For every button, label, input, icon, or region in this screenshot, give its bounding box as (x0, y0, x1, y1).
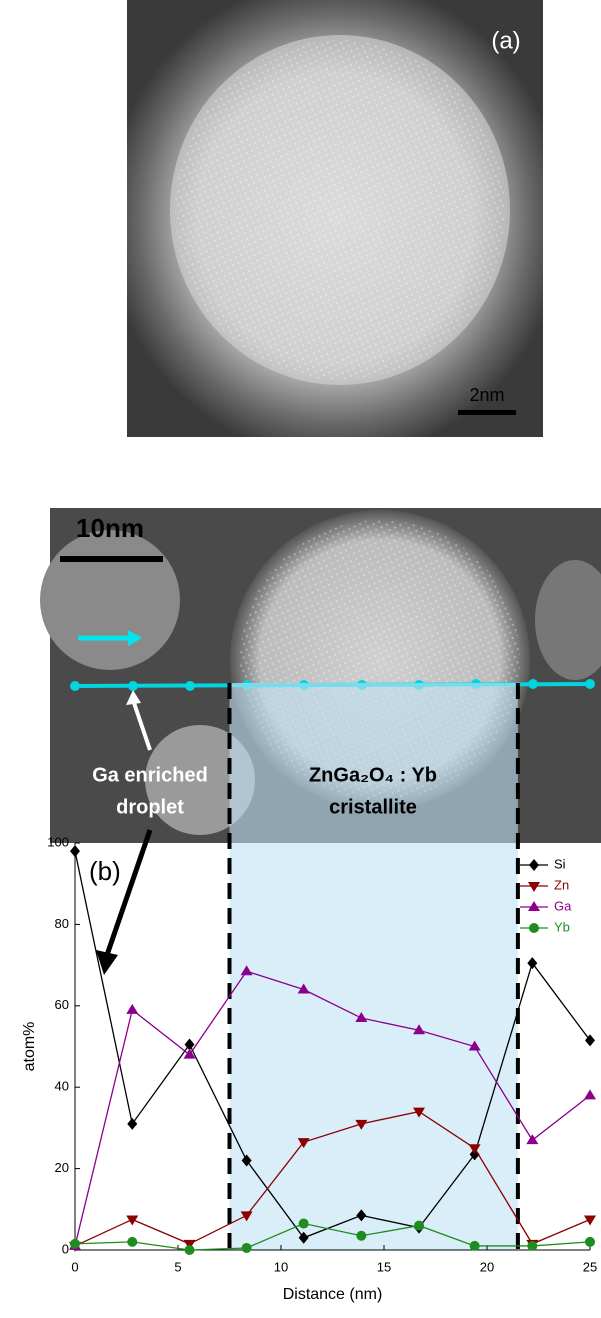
series-line (74, 851, 591, 1239)
legend-label: Si (554, 856, 566, 871)
marker (126, 1215, 139, 1226)
series-line (74, 1110, 591, 1247)
legend-marker (528, 901, 540, 911)
series-line (74, 1222, 591, 1251)
marker (184, 1245, 195, 1255)
legend-marker (528, 882, 540, 892)
x-tick-label: 10 (274, 1259, 288, 1274)
marker (241, 1242, 252, 1253)
annotation: droplet (116, 796, 184, 818)
y-tick-label: 80 (55, 916, 69, 931)
panel-label: (b) (89, 856, 121, 886)
x-tick-label: 0 (71, 1259, 78, 1274)
annotation: ZnGa₂O₄ : Yb (309, 764, 437, 786)
x-tick-label: 15 (377, 1259, 391, 1274)
shaded-region (229, 683, 518, 1250)
y-tick-label: 40 (55, 1079, 69, 1094)
legend-marker (529, 859, 539, 871)
marker (413, 1107, 426, 1118)
marker (356, 1230, 367, 1241)
x-tick-label: 20 (480, 1259, 494, 1274)
legend-label: Zn (554, 877, 569, 892)
panel-label: (a) (491, 27, 520, 54)
marker (355, 1012, 368, 1023)
marker (356, 1209, 367, 1222)
x-tick-label: 5 (174, 1259, 181, 1274)
legend-label: Ga (554, 898, 572, 913)
marker (355, 1119, 368, 1130)
marker (184, 1038, 195, 1051)
annotation: Ga enriched (92, 764, 208, 786)
marker (585, 1034, 595, 1047)
marker (469, 1240, 480, 1251)
marker (127, 1236, 138, 1247)
marker (183, 1239, 196, 1250)
y-tick-label: 0 (62, 1241, 69, 1256)
marker (298, 1231, 309, 1244)
x-axis-label: Distance (nm) (283, 1286, 383, 1303)
marker (413, 1024, 426, 1035)
y-tick-label: 60 (55, 997, 69, 1012)
series-line (74, 970, 591, 1247)
marker (127, 1117, 138, 1130)
marker (240, 965, 253, 976)
marker (468, 1144, 481, 1155)
marker (527, 1240, 538, 1251)
micrograph-a: 2nm (a) (127, 0, 543, 437)
y-tick-label: 100 (47, 834, 69, 849)
marker (70, 845, 80, 858)
chart: 0 20 40 60 80 100 0 5 10 15 20 25 Distance (nm) atom%… (21, 834, 597, 1303)
x-tick-label: 25 (583, 1259, 597, 1274)
marker (298, 1218, 309, 1229)
marker (527, 957, 538, 970)
legend-marker (529, 923, 539, 933)
y-axis-label: atom% (21, 1022, 38, 1072)
marker (584, 1215, 596, 1226)
marker (297, 1138, 310, 1149)
marker (126, 1003, 139, 1014)
marker (414, 1220, 425, 1231)
marker (584, 1089, 596, 1100)
annotation: cristallite (329, 796, 417, 818)
y-tick-label: 20 (55, 1160, 69, 1175)
legend-label: Yb (554, 919, 570, 934)
marker (240, 1211, 253, 1222)
marker (183, 1048, 196, 1059)
marker (297, 983, 310, 994)
scale-bar-label: 10nm (76, 513, 144, 543)
scale-bar-label: 2nm (469, 385, 504, 405)
marker (585, 1236, 595, 1247)
marker (241, 1154, 252, 1167)
marker (526, 1134, 539, 1145)
marker (468, 1040, 481, 1051)
marker (70, 1238, 80, 1249)
